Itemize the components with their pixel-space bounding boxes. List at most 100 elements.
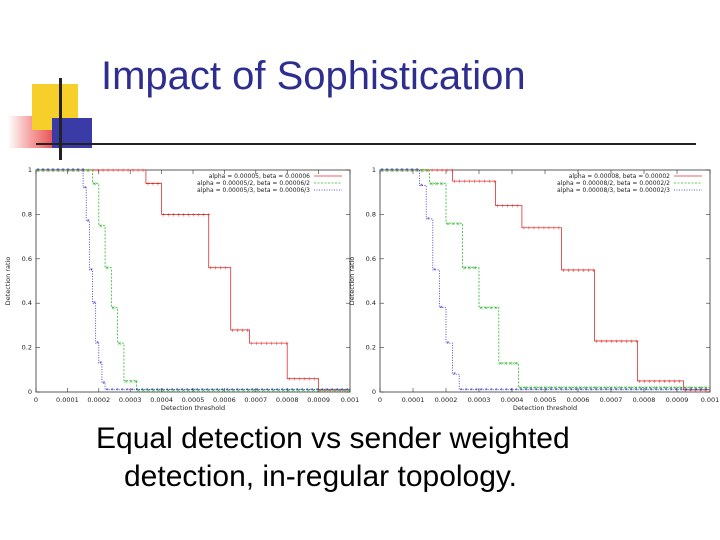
data-point: + <box>566 268 571 274</box>
data-point: * <box>116 388 119 394</box>
data-point: * <box>560 388 563 394</box>
data-point: * <box>346 388 349 394</box>
data-point: * <box>251 388 254 394</box>
data-point: * <box>296 388 299 394</box>
data-point: + <box>667 379 672 385</box>
data-point: * <box>341 388 344 394</box>
x-tick-label: 0.0002 <box>435 396 458 404</box>
data-point: × <box>161 388 166 394</box>
legend-label: alpha = 0.00008/2, beta = 0.00002/2 <box>557 180 670 187</box>
data-point: * <box>396 168 399 174</box>
data-point: * <box>416 168 419 174</box>
data-point: + <box>410 168 415 174</box>
x-tick-label: 0.0008 <box>276 396 299 404</box>
data-point: × <box>489 306 494 312</box>
data-point: * <box>156 388 159 394</box>
data-point: × <box>703 386 708 392</box>
data-point: * <box>465 388 468 394</box>
data-point: * <box>495 388 498 394</box>
data-point: + <box>591 268 596 274</box>
data-point: × <box>618 386 623 392</box>
data-point: * <box>266 388 269 394</box>
data-point: * <box>391 168 394 174</box>
data-point: * <box>291 388 294 394</box>
data-point: + <box>400 168 405 174</box>
data-point: * <box>166 388 169 394</box>
data-point: × <box>246 388 251 394</box>
data-point: × <box>410 168 415 174</box>
data-point: + <box>111 168 116 174</box>
x-tick-label: 0.0007 <box>244 396 267 404</box>
data-point: × <box>653 386 658 392</box>
data-point: × <box>498 361 503 367</box>
data-point: * <box>276 388 279 394</box>
data-point: + <box>445 168 450 174</box>
data-point: + <box>196 212 201 218</box>
data-point: * <box>650 388 653 394</box>
data-point: * <box>301 388 304 394</box>
data-point: * <box>161 388 164 394</box>
data-point: × <box>251 388 256 394</box>
data-point: * <box>331 388 334 394</box>
data-point: × <box>400 168 405 174</box>
data-point: + <box>269 341 274 347</box>
data-point: + <box>66 168 71 174</box>
x-tick-label: 0.0005 <box>182 396 205 404</box>
data-point: × <box>117 341 122 347</box>
data-point: × <box>548 386 553 392</box>
data-point: × <box>61 168 66 174</box>
data-point: × <box>311 388 316 394</box>
data-point: × <box>503 361 508 367</box>
data-point: + <box>430 168 435 174</box>
data-point: + <box>36 168 41 174</box>
x-tick-label: 0.0003 <box>119 396 142 404</box>
data-point: + <box>450 168 455 174</box>
data-point: × <box>86 168 91 174</box>
data-point: * <box>411 168 414 174</box>
data-point: * <box>186 388 189 394</box>
data-point: + <box>561 268 566 274</box>
data-point: + <box>683 388 688 394</box>
data-point: × <box>508 361 513 367</box>
x-tick-label: 0.0008 <box>633 396 656 404</box>
data-point: * <box>635 388 638 394</box>
data-point: × <box>129 379 134 385</box>
data-point: × <box>648 386 653 392</box>
data-point: + <box>191 212 196 218</box>
data-point: * <box>705 388 708 394</box>
data-point: * <box>386 168 389 174</box>
data-point: × <box>425 168 430 174</box>
data-point: × <box>141 388 146 394</box>
x-tick-label: 0.0004 <box>150 396 173 404</box>
data-point: + <box>457 179 462 185</box>
data-point: + <box>604 339 609 345</box>
data-point: * <box>427 217 430 223</box>
data-point: + <box>71 168 76 174</box>
data-point: × <box>568 386 573 392</box>
data-point: + <box>91 168 96 174</box>
data-point: * <box>191 388 194 394</box>
data-point: * <box>580 388 583 394</box>
data-point: * <box>336 388 339 394</box>
data-point: * <box>660 388 663 394</box>
data-point: * <box>62 168 65 174</box>
data-point: * <box>475 388 478 394</box>
y-tick-label: 0.4 <box>366 299 376 307</box>
data-point: + <box>171 212 176 218</box>
slide-caption: Equal detection vs sender weighted detec… <box>96 420 696 496</box>
data-point: × <box>166 388 171 394</box>
data-point: × <box>673 386 678 392</box>
data-point: * <box>610 388 613 394</box>
x-tick-label: 0.0002 <box>87 396 110 404</box>
data-point: × <box>523 386 528 392</box>
data-point: × <box>698 386 703 392</box>
data-point: + <box>557 226 562 232</box>
data-point: + <box>652 379 657 385</box>
data-point: × <box>528 386 533 392</box>
title-underline-rule <box>36 143 696 145</box>
data-point: * <box>680 388 683 394</box>
data-point: × <box>390 168 395 174</box>
y-tick-label: 1 <box>372 166 376 174</box>
data-point: + <box>619 339 624 345</box>
data-point: × <box>181 388 186 394</box>
